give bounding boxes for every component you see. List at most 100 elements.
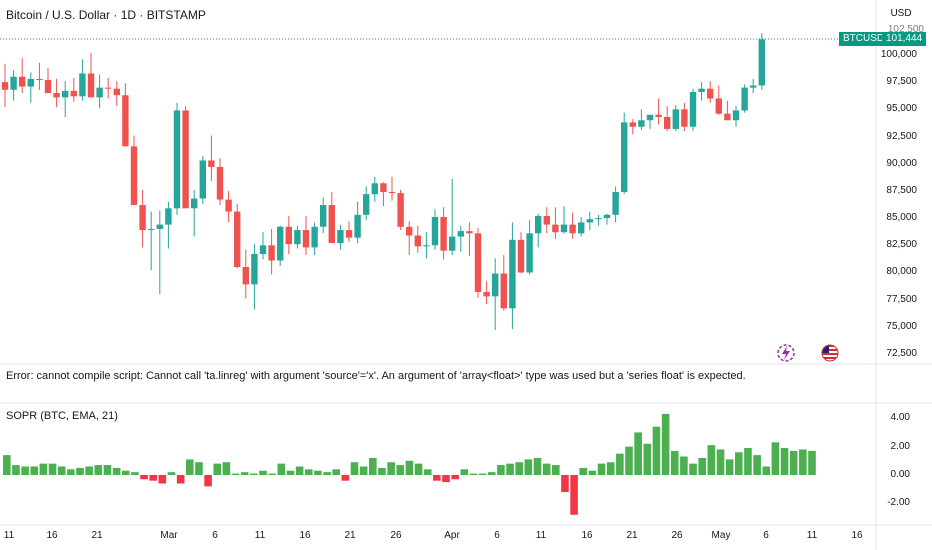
currency-button[interactable]: USD xyxy=(886,6,916,22)
sopr-bar xyxy=(762,466,771,475)
sopr-bar xyxy=(799,449,807,475)
price-axis-partial-label: 102,500 xyxy=(887,24,924,35)
sopr-bar xyxy=(250,473,258,475)
sopr-bar xyxy=(259,470,267,475)
us-flag-icon[interactable] xyxy=(820,343,840,363)
sopr-bar xyxy=(789,450,798,475)
candle-body xyxy=(526,233,533,273)
price-axis-label: 82,500 xyxy=(886,239,917,251)
sopr-bar xyxy=(533,457,542,475)
price-axis-label: 95,000 xyxy=(886,103,917,115)
candle-body xyxy=(62,90,69,98)
sopr-bar xyxy=(771,442,780,475)
candle-body xyxy=(414,235,421,247)
candle-body xyxy=(552,224,559,233)
candle-body xyxy=(750,85,757,88)
candle-body xyxy=(320,205,327,227)
indicator-title[interactable]: SOPR (BTC, EMA, 21) xyxy=(6,410,118,422)
sopr-bar xyxy=(469,473,478,475)
candle-body xyxy=(1,82,9,90)
time-axis-label: 16 xyxy=(581,530,593,541)
candle-body xyxy=(294,230,301,245)
candle-body xyxy=(380,183,387,192)
sopr-bar xyxy=(149,475,157,481)
time-axis-label: 6 xyxy=(763,530,769,541)
candle-body xyxy=(500,273,507,309)
sopr-bar xyxy=(195,462,203,475)
candle-body xyxy=(629,122,636,127)
candle-body xyxy=(242,267,249,285)
sopr-bar xyxy=(396,465,405,475)
candle-body xyxy=(216,166,224,200)
sopr-bar xyxy=(643,443,652,475)
price-axis-label: 80,000 xyxy=(886,266,917,278)
candle-body xyxy=(79,73,86,97)
candle-body xyxy=(285,226,292,245)
sopr-bar xyxy=(176,475,185,484)
time-axis-label: May xyxy=(711,530,731,541)
candle-body xyxy=(466,231,473,234)
sopr-bar xyxy=(359,466,368,475)
sopr-bar xyxy=(451,475,459,480)
candle-body xyxy=(509,239,516,309)
time-axis-label: 6 xyxy=(212,530,218,541)
sopr-bar xyxy=(405,460,414,475)
sopr-bar xyxy=(652,426,661,475)
sopr-bar xyxy=(332,469,340,475)
sopr-bar xyxy=(12,465,20,475)
candle-body xyxy=(423,245,430,247)
candle-body xyxy=(698,88,705,92)
candle-body xyxy=(449,236,456,251)
candle-body xyxy=(156,224,163,229)
sopr-bar xyxy=(350,462,359,475)
time-axis-label: 26 xyxy=(390,530,402,541)
sopr-bar xyxy=(478,473,487,475)
time-axis-label: 16 xyxy=(851,530,863,541)
candle-body xyxy=(148,228,155,231)
candle-body xyxy=(732,110,740,121)
sopr-bar xyxy=(94,465,103,475)
candle-body xyxy=(715,98,722,114)
sopr-bar xyxy=(222,462,231,475)
sopr-bar xyxy=(158,475,167,484)
sopr-bar xyxy=(753,455,761,475)
symbol-price-tag: BTCUSD xyxy=(839,32,889,46)
sopr-bar xyxy=(423,469,432,475)
candle-body xyxy=(36,78,43,81)
price-axis-label: 75,000 xyxy=(886,320,917,332)
sopr-bar xyxy=(39,463,48,475)
sopr-bar xyxy=(140,475,148,480)
candle-body xyxy=(621,122,628,192)
sopr-bar xyxy=(341,475,350,481)
candle-body xyxy=(328,205,335,244)
candle-body xyxy=(707,88,714,99)
candle-body xyxy=(53,93,60,98)
chart-title: Bitcoin / U.S. Dollar · 1D · BITSTAMP xyxy=(6,8,206,22)
sopr-bar xyxy=(579,467,588,475)
sopr-bar xyxy=(606,462,615,475)
lightning-spark-icon[interactable] xyxy=(776,343,796,363)
candle-body xyxy=(345,230,353,238)
sopr-bar xyxy=(121,470,130,475)
sopr-bar xyxy=(57,466,66,475)
sopr-bar xyxy=(378,467,386,475)
candle-body xyxy=(268,245,275,261)
candle-body xyxy=(758,39,765,86)
candle-body xyxy=(603,214,611,219)
time-axis-label: 21 xyxy=(626,530,638,541)
sopr-bar xyxy=(634,432,642,475)
time-axis-label: 16 xyxy=(46,530,58,541)
price-axis-label: 77,500 xyxy=(886,293,917,305)
sopr-bar xyxy=(506,463,514,475)
candle-body xyxy=(595,218,602,220)
candle-body xyxy=(431,217,439,246)
sopr-bar xyxy=(204,475,212,487)
sopr-bar xyxy=(3,455,11,475)
price-axis-label: 97,500 xyxy=(886,76,917,88)
candle-body xyxy=(560,224,568,233)
time-axis-label: 11 xyxy=(3,530,15,541)
sopr-bar xyxy=(30,466,39,475)
candle-body xyxy=(741,87,748,111)
time-axis-label: 11 xyxy=(254,530,266,541)
